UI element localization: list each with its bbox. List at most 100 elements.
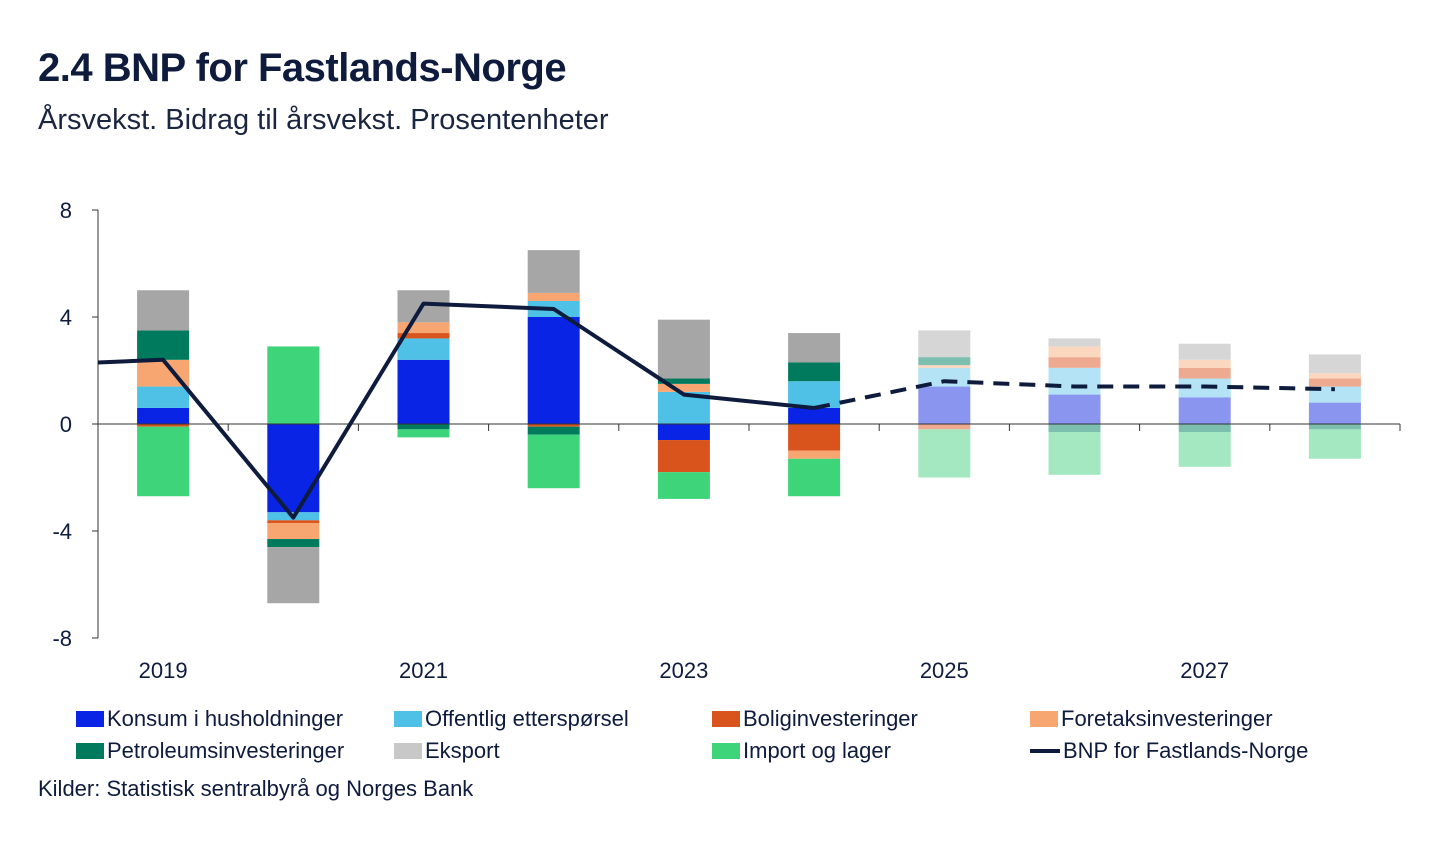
legend-label: BNP for Fastlands-Norge [1063, 738, 1309, 763]
bar-segment [1178, 397, 1231, 424]
bar-segment [397, 424, 450, 430]
chart-subtitle: Årsvekst. Bidrag til årsvekst. Prosenten… [38, 104, 609, 136]
legend-item-petroleum: Petroleumsinvesteringer [76, 738, 344, 764]
x-tick-label: 2019 [139, 658, 188, 683]
legend-item-bolig: Boliginvesteringer [712, 706, 918, 732]
bar-segment [1308, 378, 1361, 387]
legend-item-import: Import og lager [712, 738, 891, 764]
bar-segment [267, 520, 320, 523]
bar-segment [657, 319, 710, 379]
legend-item-eksport: Eksport [394, 738, 500, 764]
bar-segment [657, 440, 710, 473]
bar-segment [137, 407, 190, 424]
bar-segment [137, 424, 190, 427]
bar-segment [397, 333, 450, 339]
bar-segment [397, 359, 450, 424]
bar-segment [788, 407, 841, 424]
legend-label: Foretaksinvesteringer [1061, 706, 1273, 731]
bar-segment [788, 333, 841, 363]
bar-segment [527, 434, 580, 489]
source-note: Kilder: Statistisk sentralbyrå og Norges… [38, 776, 474, 801]
bar-segment [527, 317, 580, 424]
bar-segment [918, 365, 971, 368]
bar-segment [1308, 373, 1361, 379]
legend-label: Import og lager [743, 738, 891, 763]
bar-segment [1048, 367, 1101, 395]
bar-segment [788, 381, 841, 408]
legend-swatch [394, 743, 422, 759]
bnp-line-actual [97, 301, 815, 520]
legend-label: Eksport [425, 738, 500, 763]
bar-segment [1048, 394, 1101, 424]
bar-segment [918, 424, 971, 430]
bar-segment [397, 429, 450, 438]
legend-swatch [76, 711, 104, 727]
bar-segment [788, 458, 841, 497]
bar-segment [137, 386, 190, 408]
bar-segment [1048, 338, 1101, 347]
bar-segment [267, 547, 320, 604]
chart-title: 2.4 BNP for Fastlands-Norge [38, 46, 567, 90]
bar-segment [657, 383, 710, 392]
bar-segment [1308, 386, 1361, 403]
bar-segment [1048, 357, 1101, 368]
bar-segment [918, 429, 971, 478]
legend-swatch [712, 743, 740, 759]
x-tick-label: 2027 [1180, 658, 1229, 683]
legend-label: Konsum i husholdninger [107, 706, 344, 731]
legend-label: Boliginvesteringer [743, 706, 918, 731]
bar-segment [1178, 359, 1231, 368]
bar-segment [1308, 354, 1361, 374]
bar-segment [137, 330, 190, 360]
legend-swatch [76, 743, 104, 759]
x-tick-label: 2023 [659, 658, 708, 683]
legend: Konsum i husholdninger Offentlig ettersp… [76, 706, 1406, 776]
legend-item-bnp: BNP for Fastlands-Norge [1030, 738, 1308, 764]
bar-segment [1308, 424, 1361, 430]
bar-segment [657, 424, 710, 441]
bar-segment [1048, 346, 1101, 358]
y-tick-label: 0 [60, 412, 72, 437]
bar-segment [788, 424, 841, 451]
y-tick-label: 8 [60, 198, 72, 223]
legend-item-konsum: Konsum i husholdninger [76, 706, 343, 732]
bar-segment [397, 322, 450, 334]
bar-segment [918, 386, 971, 424]
x-tick-label: 2021 [399, 658, 448, 683]
bar-segment [1048, 424, 1101, 433]
bar-segment [137, 290, 190, 331]
bar-segment [657, 472, 710, 499]
legend-item-foretak: Foretaksinvesteringer [1030, 706, 1273, 732]
bar-segment [918, 357, 971, 366]
y-tick-label: -8 [52, 626, 72, 651]
bar-segment [1178, 424, 1231, 433]
bar-segment [1308, 402, 1361, 424]
legend-label: Offentlig etterspørsel [425, 706, 629, 731]
bar-segment [267, 424, 320, 513]
bar-segment [1178, 367, 1231, 379]
bar-segment [527, 292, 580, 301]
bar-segment [918, 330, 971, 358]
bar-segment [1178, 343, 1231, 360]
bar-segment [1178, 432, 1231, 467]
bar-segment [267, 539, 320, 548]
bar-segment [137, 426, 190, 497]
bar-segment [657, 378, 710, 384]
legend-line-swatch [1030, 749, 1060, 753]
bar-segment [527, 424, 580, 427]
legend-item-offentlig: Offentlig etterspørsel [394, 706, 629, 732]
legend-swatch [712, 711, 740, 727]
bar-segment [397, 338, 450, 360]
y-tick-label: 4 [60, 305, 72, 330]
bar-segment [267, 346, 320, 424]
bar-segment [788, 450, 841, 459]
y-tick-label: -4 [52, 519, 72, 544]
bnp-line-projection [813, 379, 1335, 410]
x-tick-label: 2025 [920, 658, 969, 683]
bar-segment [1308, 429, 1361, 459]
bar-segment [527, 426, 580, 435]
legend-swatch [1030, 711, 1058, 727]
bar-segment [1048, 432, 1101, 475]
bar-segment [267, 522, 320, 540]
